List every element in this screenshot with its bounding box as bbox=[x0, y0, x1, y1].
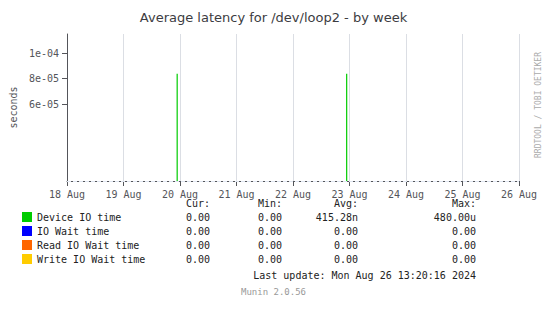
svg-text:Device IO time: Device IO time bbox=[37, 212, 121, 223]
svg-text:25 Aug: 25 Aug bbox=[444, 189, 480, 200]
svg-text:0.00: 0.00 bbox=[452, 254, 476, 265]
svg-text:19 Aug: 19 Aug bbox=[105, 189, 141, 200]
svg-text:RRDTOOL / TOBI OETIKER: RRDTOOL / TOBI OETIKER bbox=[534, 52, 543, 158]
svg-text:0.00: 0.00 bbox=[334, 254, 358, 265]
svg-text:Munin 2.0.56: Munin 2.0.56 bbox=[241, 287, 306, 297]
svg-text:Last update: Mon Aug 26 13:20:: Last update: Mon Aug 26 13:20:16 2024 bbox=[253, 270, 476, 281]
svg-text:Read IO Wait time: Read IO Wait time bbox=[37, 240, 139, 251]
svg-text:0.00: 0.00 bbox=[258, 226, 282, 237]
svg-text:26 Aug: 26 Aug bbox=[501, 189, 537, 200]
svg-text:IO Wait time: IO Wait time bbox=[37, 226, 109, 237]
svg-text:6e-05: 6e-05 bbox=[29, 99, 59, 110]
svg-text:0.00: 0.00 bbox=[258, 254, 282, 265]
svg-text:480.00u: 480.00u bbox=[434, 212, 476, 223]
svg-text:1e-04: 1e-04 bbox=[29, 48, 59, 59]
svg-text:415.28n: 415.28n bbox=[316, 212, 358, 223]
svg-text:Max:: Max: bbox=[451, 197, 476, 209]
svg-text:23 Aug: 23 Aug bbox=[331, 189, 367, 200]
svg-text:Write IO Wait time: Write IO Wait time bbox=[37, 254, 145, 265]
svg-text:20 Aug: 20 Aug bbox=[162, 189, 198, 200]
svg-text:0.00: 0.00 bbox=[334, 226, 358, 237]
svg-text:24 Aug: 24 Aug bbox=[388, 189, 424, 200]
svg-text:0.00: 0.00 bbox=[186, 212, 210, 223]
svg-text:0.00: 0.00 bbox=[452, 226, 476, 237]
svg-text:Min:: Min: bbox=[257, 197, 282, 209]
svg-text:Cur:: Cur: bbox=[185, 197, 210, 209]
svg-text:0.00: 0.00 bbox=[258, 240, 282, 251]
svg-text:22 Aug: 22 Aug bbox=[275, 189, 311, 200]
svg-text:Average latency for /dev/loop2: Average latency for /dev/loop2 - by week bbox=[140, 10, 408, 25]
svg-text:0.00: 0.00 bbox=[334, 240, 358, 251]
svg-text:21 Aug: 21 Aug bbox=[218, 189, 254, 200]
svg-text:0.00: 0.00 bbox=[452, 240, 476, 251]
svg-text:seconds: seconds bbox=[8, 86, 19, 128]
svg-text:18 Aug: 18 Aug bbox=[49, 189, 85, 200]
svg-text:0.00: 0.00 bbox=[186, 240, 210, 251]
svg-text:0.00: 0.00 bbox=[186, 226, 210, 237]
svg-text:0.00: 0.00 bbox=[258, 212, 282, 223]
svg-text:0.00: 0.00 bbox=[186, 254, 210, 265]
svg-text:8e-05: 8e-05 bbox=[29, 73, 59, 84]
svg-text:Avg:: Avg: bbox=[333, 197, 358, 209]
